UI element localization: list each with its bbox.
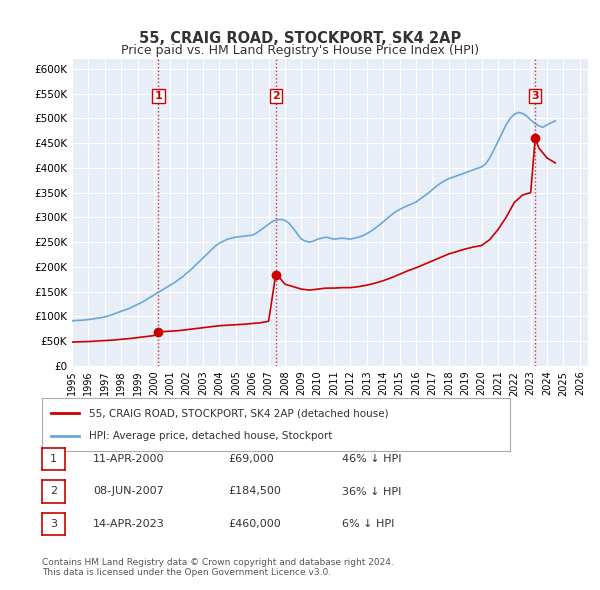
Text: £69,000: £69,000 — [228, 454, 274, 464]
Text: 6% ↓ HPI: 6% ↓ HPI — [342, 519, 394, 529]
Text: 11-APR-2000: 11-APR-2000 — [93, 454, 164, 464]
Text: Price paid vs. HM Land Registry's House Price Index (HPI): Price paid vs. HM Land Registry's House … — [121, 44, 479, 57]
Text: 08-JUN-2007: 08-JUN-2007 — [93, 487, 164, 496]
Text: 36% ↓ HPI: 36% ↓ HPI — [342, 487, 401, 496]
Text: 1: 1 — [155, 91, 163, 101]
Text: £184,500: £184,500 — [228, 487, 281, 496]
Text: 3: 3 — [532, 91, 539, 101]
Text: 3: 3 — [50, 519, 57, 529]
Text: Contains HM Land Registry data © Crown copyright and database right 2024.
This d: Contains HM Land Registry data © Crown c… — [42, 558, 394, 577]
Text: 2: 2 — [50, 487, 57, 496]
Text: 55, CRAIG ROAD, STOCKPORT, SK4 2AP: 55, CRAIG ROAD, STOCKPORT, SK4 2AP — [139, 31, 461, 46]
Text: HPI: Average price, detached house, Stockport: HPI: Average price, detached house, Stoc… — [89, 431, 332, 441]
Text: 55, CRAIG ROAD, STOCKPORT, SK4 2AP (detached house): 55, CRAIG ROAD, STOCKPORT, SK4 2AP (deta… — [89, 408, 388, 418]
Text: £460,000: £460,000 — [228, 519, 281, 529]
Text: 14-APR-2023: 14-APR-2023 — [93, 519, 165, 529]
Text: 2: 2 — [272, 91, 280, 101]
Text: 1: 1 — [50, 454, 57, 464]
Text: 46% ↓ HPI: 46% ↓ HPI — [342, 454, 401, 464]
